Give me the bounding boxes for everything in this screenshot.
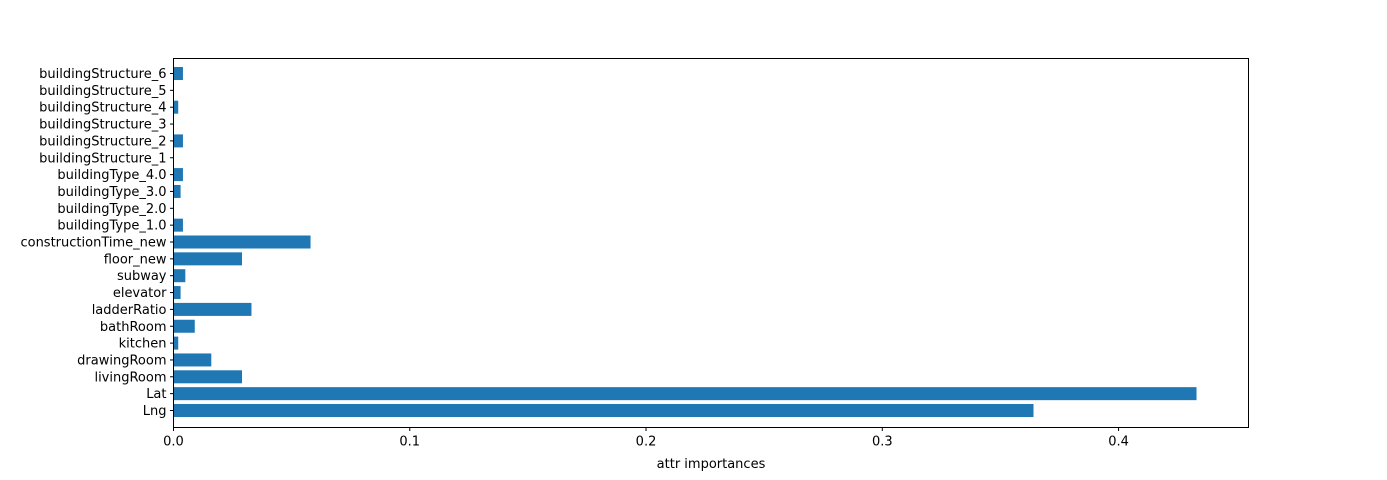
bar bbox=[173, 235, 311, 249]
plot-frame bbox=[173, 58, 1249, 428]
y-tick-label: bathRoom bbox=[100, 320, 167, 335]
y-tick-label: subway bbox=[117, 269, 167, 284]
x-tick-label: 0.1 bbox=[399, 435, 420, 450]
x-tick-label: 0.3 bbox=[872, 435, 893, 450]
y-tick-label: buildingStructure_6 bbox=[39, 67, 166, 82]
y-tick-label: buildingType_2.0 bbox=[57, 202, 166, 217]
y-tick-label: buildingStructure_5 bbox=[39, 84, 166, 99]
y-tick-label: buildingStructure_1 bbox=[39, 151, 166, 166]
x-axis: 0.0 0.1 0.2 0.3 0.4 bbox=[163, 427, 1129, 450]
y-tick-label: livingRoom bbox=[94, 370, 166, 385]
bar bbox=[173, 134, 183, 148]
bar bbox=[173, 168, 183, 182]
bar bbox=[173, 184, 181, 198]
bar bbox=[173, 286, 181, 300]
bar bbox=[173, 218, 183, 232]
y-tick-label: buildingStructure_2 bbox=[39, 134, 166, 149]
bar bbox=[173, 370, 243, 384]
y-tick-label: ladderRatio bbox=[92, 303, 167, 318]
bars-group bbox=[173, 67, 1197, 417]
bar bbox=[173, 387, 1197, 401]
bar bbox=[173, 67, 183, 80]
bar bbox=[173, 336, 179, 350]
y-tick-label: elevator bbox=[113, 286, 167, 301]
y-tick-label: buildingType_4.0 bbox=[57, 168, 166, 183]
bar bbox=[173, 319, 195, 333]
y-tick-label: buildingType_1.0 bbox=[57, 219, 166, 234]
bar bbox=[173, 353, 212, 367]
y-tick-label: buildingStructure_4 bbox=[39, 101, 166, 116]
y-tick-label: kitchen bbox=[119, 337, 167, 352]
x-tick-label: 0.4 bbox=[1108, 435, 1129, 450]
x-axis-label: attr importances bbox=[657, 457, 766, 472]
bar bbox=[173, 100, 179, 114]
bar bbox=[173, 269, 186, 283]
y-tick-label: drawingRoom bbox=[77, 353, 166, 368]
bar bbox=[173, 404, 1034, 417]
bar bbox=[173, 302, 252, 316]
y-tick-label: Lat bbox=[146, 387, 166, 402]
x-tick-label: 0.2 bbox=[636, 435, 657, 450]
y-tick-label: floor_new bbox=[104, 252, 167, 267]
x-tick-label: 0.0 bbox=[163, 435, 184, 450]
y-tick-label: Lng bbox=[143, 404, 167, 419]
y-tick-label: buildingStructure_3 bbox=[39, 118, 166, 133]
y-tick-label: constructionTime_new bbox=[20, 236, 166, 251]
bar bbox=[173, 252, 243, 266]
y-tick-label: buildingType_3.0 bbox=[57, 185, 166, 200]
